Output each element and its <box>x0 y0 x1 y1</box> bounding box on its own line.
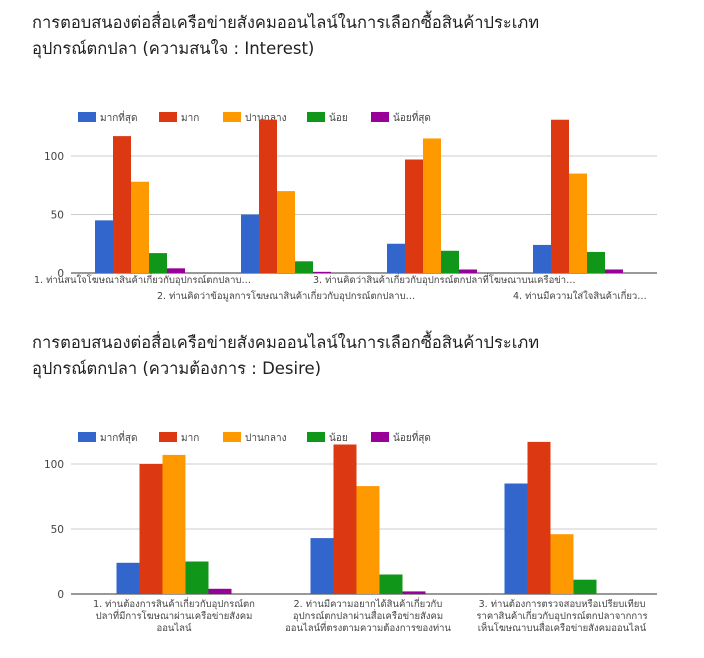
bar <box>113 136 131 273</box>
legend-swatch <box>223 112 241 122</box>
bar <box>95 220 113 273</box>
x-category-label: 4. ท่านมีความใส่ใจสินค้าเกี่ยว… <box>513 289 647 302</box>
legend-label: มาก <box>181 113 199 124</box>
bar <box>573 579 597 594</box>
bar <box>605 269 623 273</box>
y-tick-label: 100 <box>44 151 64 163</box>
bar <box>459 269 477 273</box>
legend-swatch <box>78 112 96 122</box>
bar <box>551 119 569 273</box>
legend-swatch <box>159 112 177 122</box>
bar <box>162 454 186 594</box>
legend-label: มาก <box>181 433 199 444</box>
x-category-label: 3. ท่านต้องการตรวจสอบหรือเปรียบเทียบ <box>479 598 646 610</box>
x-category-label: ออนไลน์ที่ตรงตามความต้องการของท่าน <box>285 621 451 634</box>
x-category-label: เห็นโฆษณาบนสื่อเครือข่ายสังคมออนไลน์ <box>478 621 647 634</box>
chart-title-line2: อุปกรณ์ตกปลา (ความสนใจ : Interest) <box>32 39 315 58</box>
bar <box>405 159 423 273</box>
legend-swatch <box>307 112 325 122</box>
legend-label: น้อย <box>329 112 348 124</box>
x-category-label: 3. ท่านคิดว่าสินค้าเกี่ยวกับอุปกรณ์ตกปลา… <box>313 273 576 286</box>
bar <box>441 250 459 273</box>
bar <box>504 483 528 594</box>
legend-swatch <box>307 432 325 442</box>
chart-title: การตอบสนองต่อสื่อเครือข่ายสังคมออนไลน์ใน… <box>32 330 539 382</box>
x-category-label: 2. ท่านมีความอยากได้สินค้าเกี่ยวกับ <box>294 597 443 610</box>
bar <box>208 588 232 594</box>
chart-interest: การตอบสนองต่อสื่อเครือข่ายสังคมออนไลน์ใน… <box>0 0 704 320</box>
bar <box>277 191 295 273</box>
bar <box>131 181 149 273</box>
x-category-label: อุปกรณ์ตกปลาผ่านสื่อเครือข่ายสังคม <box>293 609 443 622</box>
bar <box>167 268 185 273</box>
bar <box>533 244 551 273</box>
x-category-label: 1. ท่านต้องการสินค้าเกี่ยวกับอุปกรณ์ตก <box>93 597 255 610</box>
legend-label: น้อยที่สุด <box>393 110 431 124</box>
legend-label: น้อย <box>329 432 348 444</box>
bar <box>259 119 277 273</box>
chart-title: การตอบสนองต่อสื่อเครือข่ายสังคมออนไลน์ใน… <box>32 10 539 62</box>
bar <box>569 173 587 273</box>
x-category-label: 2. ท่านคิดว่าข้อมูลการโฆษณาสินค้าเกี่ยวก… <box>157 289 415 302</box>
legend-swatch <box>223 432 241 442</box>
legend-swatch <box>371 112 389 122</box>
legend-label: มากที่สุด <box>100 430 137 444</box>
legend-label: น้อยที่สุด <box>393 430 431 444</box>
chart-title-line2: อุปกรณ์ตกปลา (ความต้องการ : Desire) <box>32 359 322 378</box>
bar <box>149 253 167 273</box>
bar <box>402 591 426 594</box>
bar <box>379 574 403 594</box>
legend-swatch <box>159 432 177 442</box>
bar <box>527 441 551 594</box>
bar <box>550 534 574 594</box>
legend-swatch <box>371 432 389 442</box>
chart-title-line1: การตอบสนองต่อสื่อเครือข่ายสังคมออนไลน์ใน… <box>32 13 540 32</box>
legend-label: ปานกลาง <box>245 113 287 124</box>
bar <box>313 271 331 273</box>
bar <box>423 138 441 273</box>
y-tick-label: 0 <box>57 589 64 601</box>
bar <box>139 464 163 594</box>
bar <box>387 243 405 273</box>
legend-swatch <box>78 432 96 442</box>
x-category-label: 1. ท่านสนใจโฆษณาสินค้าเกี่ยวกับอุปกรณ์ตก… <box>34 273 251 286</box>
bar <box>241 214 259 273</box>
x-category-label: ออนไลน์ <box>157 622 193 634</box>
y-tick-label: 0 <box>57 268 64 280</box>
bar-chart-interest: มากที่สุด มาก ปานกลาง น้อย น้อยที่สุด 0 50 100 1… <box>34 110 657 302</box>
bar <box>333 444 357 594</box>
legend-label: มากที่สุด <box>100 110 137 124</box>
y-tick-label: 50 <box>51 524 64 536</box>
legend-label: ปานกลาง <box>245 433 287 444</box>
bar <box>356 486 380 594</box>
chart-desire: การตอบสนองต่อสื่อเครือข่ายสังคมออนไลน์ใน… <box>0 320 704 658</box>
bar <box>587 251 605 273</box>
bar <box>310 538 334 594</box>
bar <box>295 261 313 273</box>
bar-chart-desire: มากที่สุด มาก ปานกลาง น้อย น้อยที่สุด 0 50 100 1… <box>44 430 657 634</box>
bar <box>116 562 140 594</box>
x-category-label: ราคาสินค้าเกี่ยวกับอุปกรณ์ตกปลาจากการ <box>476 609 647 622</box>
x-category-label: ปลาที่มีการโฆษณาผ่านเครือข่ายสังคม <box>96 609 253 622</box>
bar <box>185 561 209 594</box>
chart-title-line1: การตอบสนองต่อสื่อเครือข่ายสังคมออนไลน์ใน… <box>32 333 540 352</box>
y-tick-label: 100 <box>44 459 64 471</box>
y-tick-label: 50 <box>51 210 64 222</box>
